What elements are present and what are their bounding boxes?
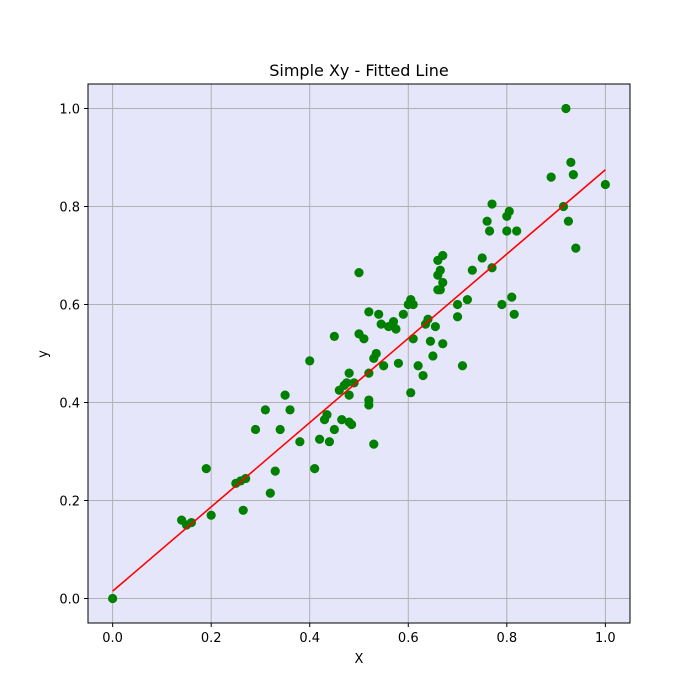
scatter-point (265, 488, 275, 498)
scatter-point (452, 299, 463, 310)
data-marks (108, 103, 610, 604)
scatter-point (344, 368, 354, 378)
scatter-point (275, 424, 285, 435)
scatter-point (376, 319, 386, 329)
scatter-point (563, 216, 574, 226)
scatter-point (509, 309, 519, 319)
scatter-point (457, 361, 468, 371)
scatter-point (502, 226, 512, 236)
y-tick-label: 0.6 (59, 299, 80, 314)
scatter-point (566, 157, 576, 167)
x-tick-label: 0.4 (299, 631, 320, 646)
scatter-point (428, 351, 438, 361)
y-tick-label: 0.4 (59, 397, 80, 412)
scatter-point (379, 361, 389, 371)
scatter-point (342, 378, 352, 388)
axes: 0.0 0.2 0.4 0.6 0.8 1.0 0.0 0.2 0.4 0.6 0.8 1.0 (59, 103, 615, 647)
scatter-point (337, 415, 347, 425)
scatter-point (280, 390, 290, 400)
scatter-point (507, 292, 517, 302)
y-tick-label: 0.8 (59, 201, 80, 216)
scatter-point (206, 510, 216, 520)
scatter-point (369, 439, 379, 449)
plot-frame (87, 83, 631, 624)
scatter-point (347, 419, 357, 430)
scatter-point (430, 321, 440, 332)
fitted-line (112, 169, 606, 592)
scatter-point (497, 299, 507, 310)
scatter-point (295, 437, 305, 447)
scatter-point (393, 358, 404, 368)
x-tick-label: 0.8 (496, 631, 517, 646)
grid-lines (88, 84, 630, 623)
scatter-point (568, 170, 578, 180)
x-tick-label: 0.0 (102, 631, 123, 646)
scatter-point (371, 348, 381, 359)
scatter-point (329, 424, 339, 435)
scatter-point (438, 339, 448, 349)
scatter-point (438, 250, 448, 261)
scatter-point (408, 334, 418, 344)
scatter-point (344, 390, 354, 400)
scatter-point (482, 216, 492, 226)
scatter-point (250, 424, 261, 435)
x-tick-label: 1.0 (595, 631, 616, 646)
scatter-point (238, 505, 248, 515)
scatter-point (406, 388, 416, 398)
scatter-point (398, 309, 408, 319)
scatter-point (438, 277, 448, 288)
scatter-point (388, 317, 399, 327)
y-tick-label: 1.0 (59, 103, 80, 118)
scatter-point (322, 410, 332, 420)
scatter-point (364, 307, 374, 317)
y-tick-label: 0.2 (59, 495, 80, 510)
y-axis-label: y (36, 350, 51, 358)
scatter-point (462, 295, 472, 305)
scatter-point (484, 226, 495, 236)
scatter-point (425, 336, 436, 346)
scatter-point (305, 356, 315, 366)
scatter-point (310, 464, 320, 474)
scatter-point (546, 172, 556, 182)
scatter-point (600, 179, 610, 190)
scatter-point (467, 265, 477, 275)
scatter-point (561, 103, 571, 114)
scatter-point (270, 466, 280, 476)
scatter-point (364, 400, 374, 410)
scatter-point (423, 314, 433, 324)
scatter-point (418, 370, 428, 381)
scatter-point (512, 226, 522, 236)
plot-area (88, 84, 630, 623)
x-tick-label: 0.2 (201, 631, 222, 646)
scatter-point (477, 253, 487, 263)
scatter-point (504, 206, 514, 216)
scatter-point (314, 434, 325, 444)
scatter-point (354, 268, 364, 278)
scatter-point (324, 437, 335, 447)
scatter-point (260, 405, 270, 415)
scatter-point (359, 334, 369, 344)
scatter-point (329, 331, 339, 341)
scatter-point (285, 405, 295, 415)
scatter-point (435, 285, 445, 295)
scatter-point (452, 312, 463, 322)
scatter-point (374, 309, 384, 319)
x-tick-label: 0.6 (398, 631, 419, 646)
y-tick-label: 0.0 (59, 593, 80, 608)
scatter-point (413, 361, 423, 371)
scatter-point (201, 464, 211, 474)
x-axis-label: X (355, 652, 364, 667)
scatter-point (108, 593, 118, 604)
scatter-point (408, 299, 418, 310)
scatter-point (571, 243, 581, 253)
scatter-point (487, 199, 497, 209)
chart-title: Simple Xy - Fitted Line (269, 61, 449, 80)
scatter-point (391, 324, 401, 334)
scatter-point (349, 378, 359, 388)
scatter-point (435, 265, 445, 275)
